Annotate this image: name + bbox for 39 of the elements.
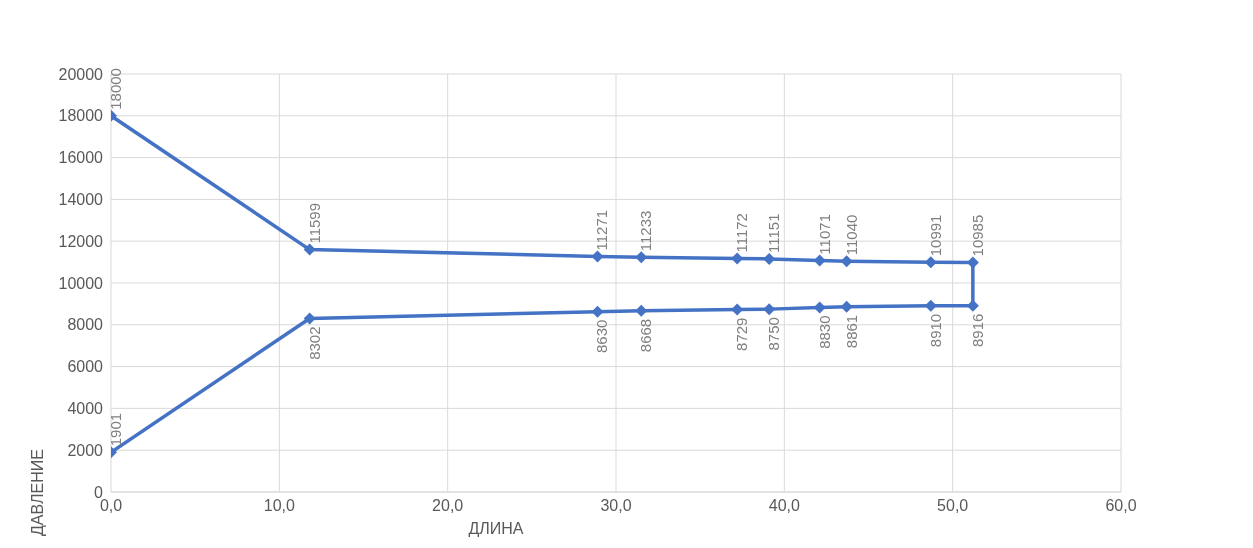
y-tick-label: 8000 [67, 316, 104, 334]
y-tick-label: 18000 [58, 107, 104, 125]
y-tick-label: 20000 [58, 65, 104, 83]
data-label: 11172 [733, 213, 751, 253]
data-label: 11599 [305, 202, 323, 244]
x-axis-title: ДЛИНА [468, 520, 524, 537]
data-label: 11151 [765, 213, 783, 253]
data-label: 8750 [765, 317, 783, 351]
x-tick-label: 50,0 [937, 497, 969, 515]
y-tick-label: 10000 [58, 274, 104, 292]
x-tick-label: 60,0 [1105, 497, 1137, 515]
data-label: 11071 [815, 214, 833, 255]
data-label: 8861 [842, 314, 860, 349]
data-label: 11040 [842, 214, 860, 256]
y-tick-label: 12000 [58, 232, 104, 250]
data-label: 8630 [593, 319, 611, 354]
data-label: 10991 [926, 214, 944, 257]
x-tick-label: 20,0 [432, 497, 464, 515]
y-tick-label: 4000 [67, 400, 104, 418]
data-label: 1901 [107, 412, 124, 447]
data-label: 11233 [637, 210, 655, 252]
data-label: 8916 [968, 313, 986, 348]
x-tick-label: 10,0 [263, 497, 296, 515]
data-label: 8302 [305, 326, 323, 360]
data-label: 11271 [593, 209, 611, 251]
x-tick-label: 0,0 [99, 497, 123, 515]
x-tick-label: 30,0 [600, 497, 632, 515]
data-label: 8910 [926, 313, 944, 348]
data-label: 8668 [637, 318, 655, 353]
data-label: 8830 [815, 315, 833, 349]
y-tick-label: 6000 [67, 358, 104, 376]
data-label: 10985 [968, 214, 986, 257]
point [763, 303, 776, 316]
y-tick-label: 14000 [58, 191, 104, 209]
y-tick-label: 16000 [58, 149, 104, 167]
y-axis-title: ДАВЛЕНИЕ [29, 449, 46, 536]
x-tick-label: 40,0 [768, 497, 801, 515]
data-label: 8729 [733, 317, 751, 351]
y-tick-label: 2000 [67, 441, 104, 459]
